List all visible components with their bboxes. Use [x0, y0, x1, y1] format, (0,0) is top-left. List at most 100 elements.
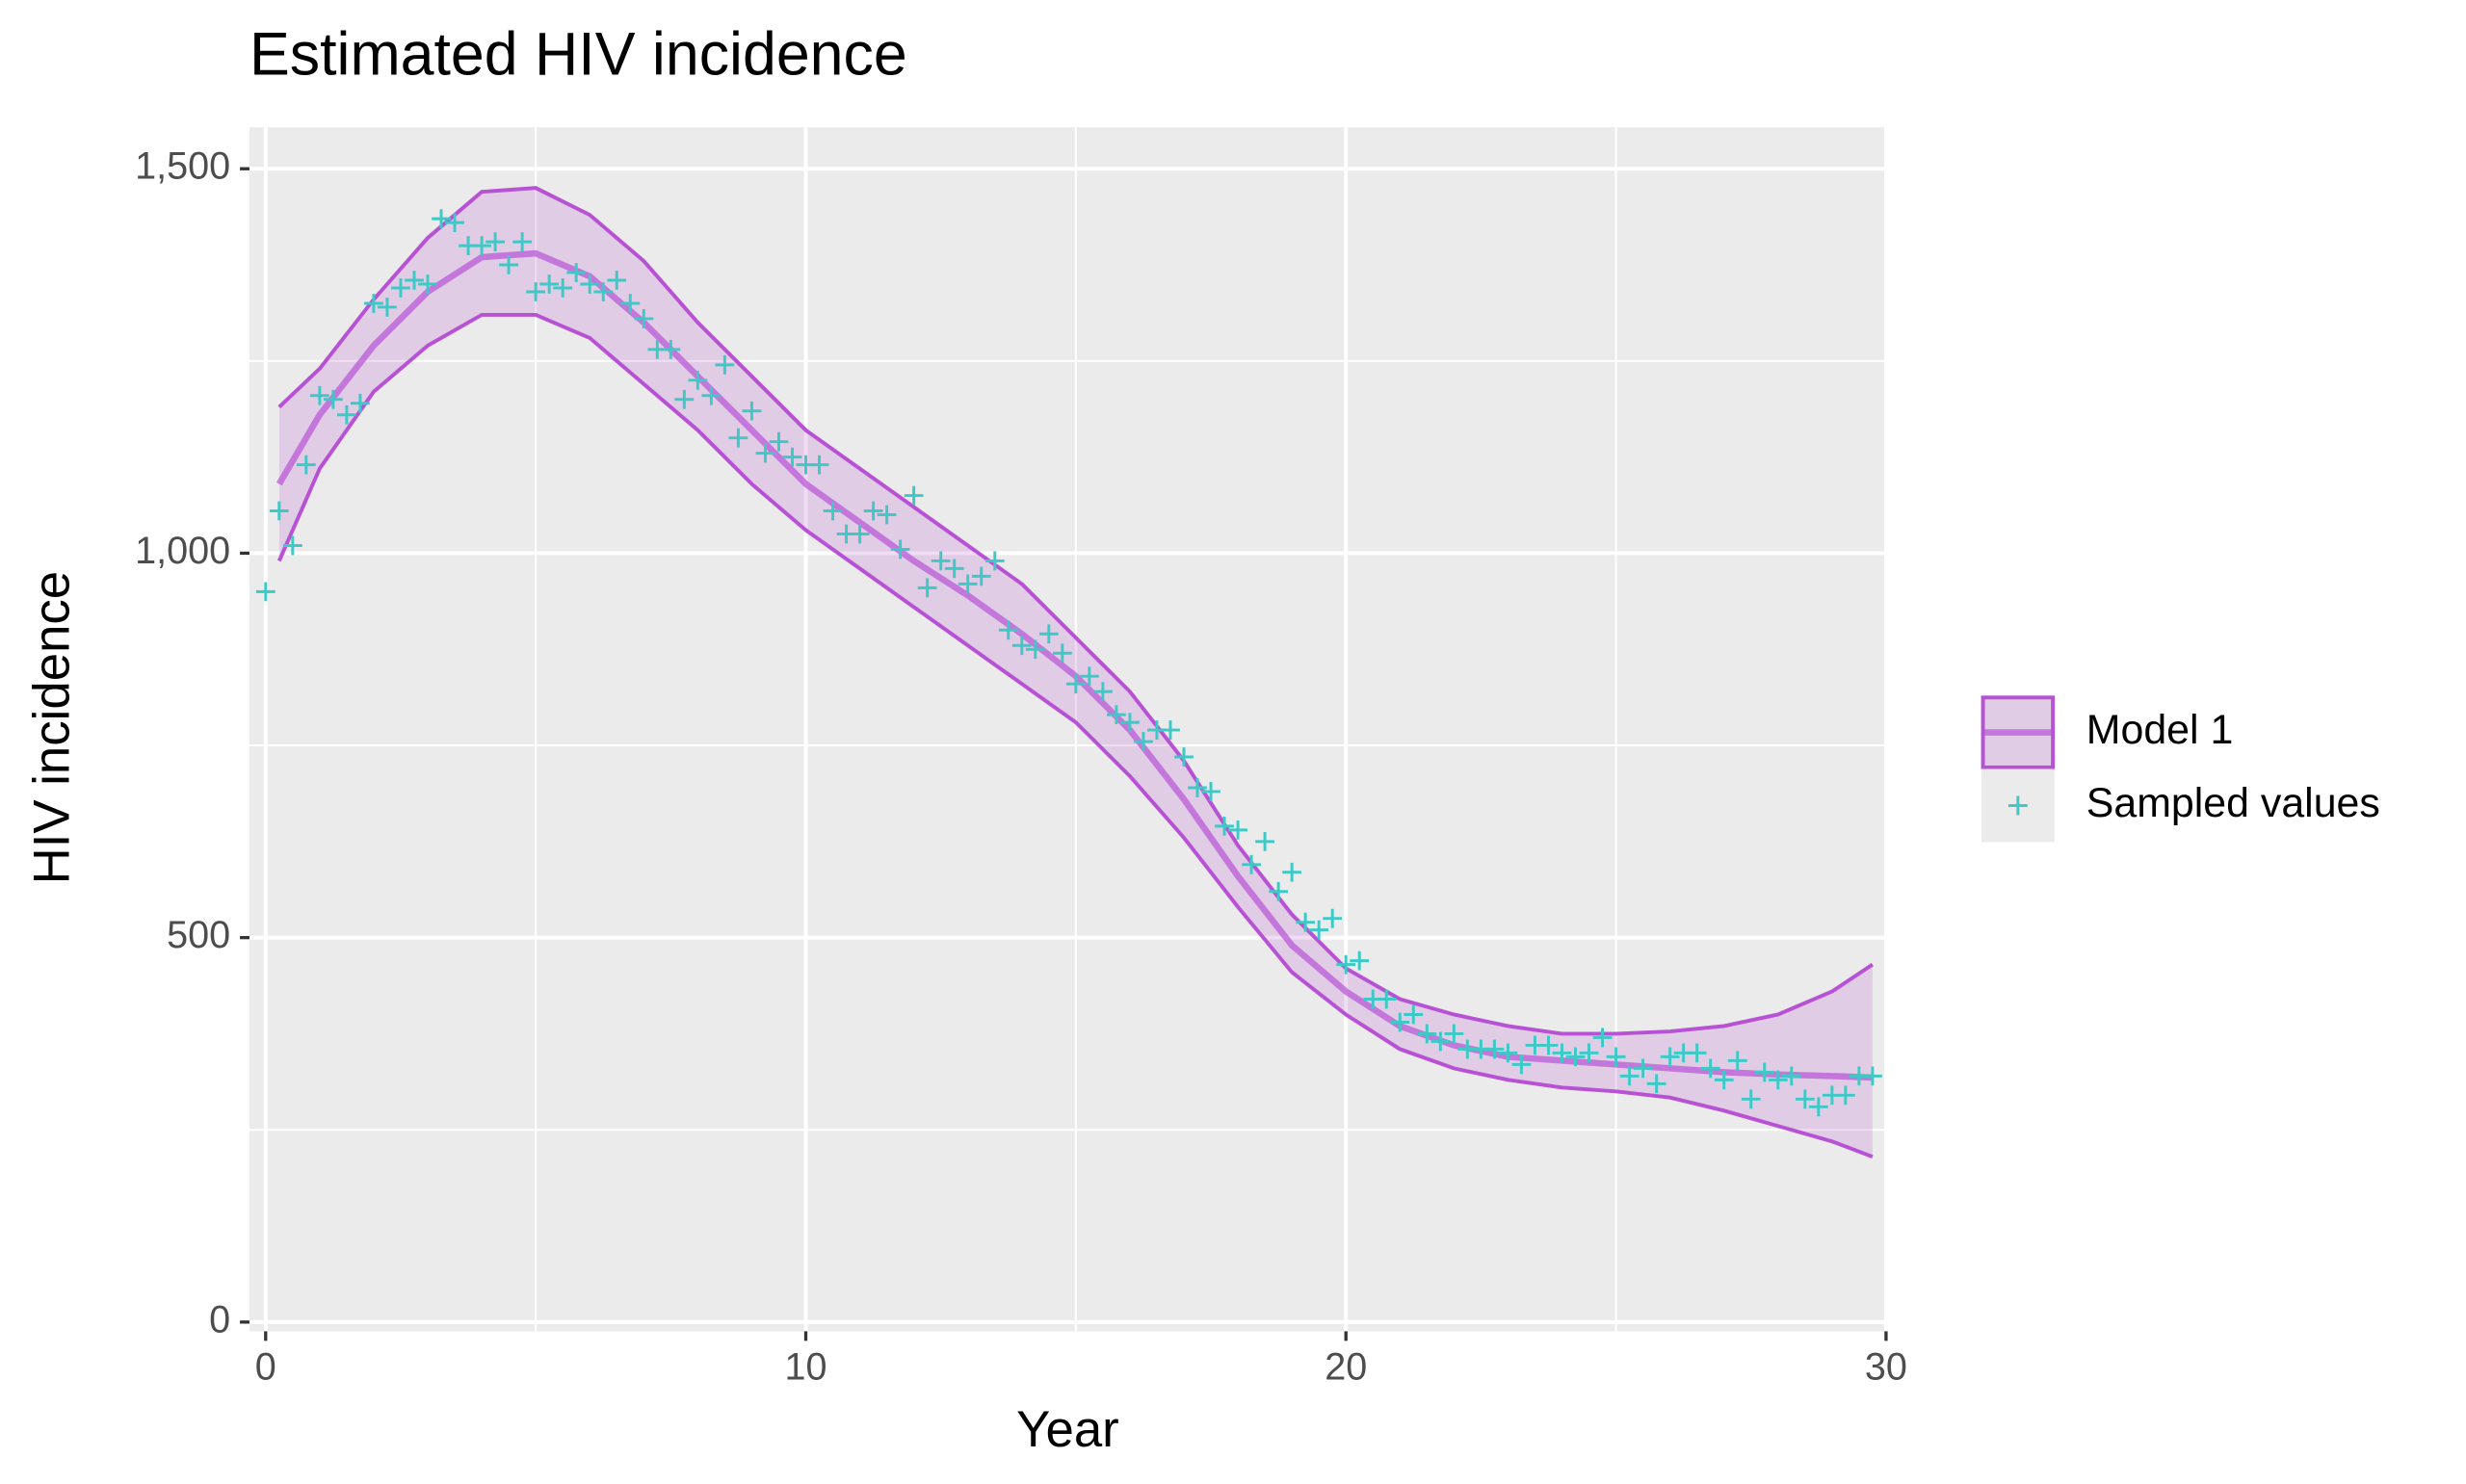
sample-point	[309, 385, 329, 405]
sample-point	[1552, 1043, 1572, 1063]
sample-point	[1309, 920, 1329, 940]
sample-point	[364, 294, 383, 313]
sample-point	[539, 274, 560, 294]
sample-point	[917, 578, 937, 598]
sample-point	[445, 213, 464, 233]
sample-point	[715, 354, 735, 375]
sample-point	[593, 282, 614, 301]
sample-point	[1633, 1058, 1653, 1079]
sample-point	[1700, 1058, 1720, 1079]
sample-point	[337, 404, 356, 425]
sample-point	[904, 485, 924, 506]
sample-point	[1404, 1004, 1424, 1025]
y-tick-label: 500	[167, 914, 230, 956]
sample-point	[1377, 989, 1397, 1009]
sample-point	[1863, 1066, 1882, 1086]
sample-point	[1215, 816, 1234, 836]
sample-point	[1188, 778, 1207, 797]
sample-point	[269, 501, 289, 521]
sample-point	[1038, 624, 1059, 644]
sample-point	[1255, 831, 1275, 851]
sample-point	[580, 274, 600, 294]
sample-point	[418, 274, 437, 294]
sample-point	[782, 447, 802, 467]
sample-point	[1120, 713, 1140, 732]
x-tick-label: 20	[1325, 1345, 1367, 1388]
sample-point	[620, 294, 641, 313]
sample-point	[1592, 1028, 1613, 1048]
sample-point	[1417, 1024, 1437, 1044]
sample-point	[1269, 881, 1289, 901]
sample-point	[1201, 782, 1220, 801]
sample-point	[282, 535, 302, 556]
sample-point	[1619, 1066, 1640, 1086]
sample-point	[472, 236, 491, 255]
sample-point	[1795, 1089, 1815, 1109]
sample-point	[971, 566, 991, 586]
x-tick-label: 10	[784, 1345, 826, 1388]
sample-point	[1242, 854, 1261, 874]
sample-point	[1606, 1047, 1626, 1067]
sample-point	[391, 278, 410, 298]
sample-point	[1538, 1035, 1559, 1055]
sample-point	[890, 539, 910, 560]
sample-point	[850, 524, 870, 544]
sample-point	[566, 263, 587, 282]
sample-point	[1565, 1047, 1586, 1067]
sample-point	[1768, 1070, 1788, 1090]
sample-point	[1781, 1066, 1801, 1086]
sample-point	[931, 551, 951, 571]
sample-point	[512, 232, 533, 251]
sample-point	[1444, 1024, 1464, 1044]
sample-point	[755, 443, 775, 463]
band-lower-line	[277, 312, 1874, 1159]
sample-point	[701, 385, 721, 405]
sample-point	[1646, 1074, 1666, 1094]
sample-point	[1808, 1097, 1828, 1117]
chart-title: Estimated HIV incidence	[249, 21, 907, 89]
sample-point	[499, 255, 519, 274]
sample-point	[405, 271, 424, 290]
sample-point	[1052, 643, 1072, 664]
sample-point	[351, 393, 370, 413]
sample-point	[255, 582, 275, 602]
sample-point	[607, 271, 627, 290]
sample-point	[553, 278, 573, 298]
sample-point	[1011, 636, 1032, 656]
legend-key-point	[2007, 795, 2028, 816]
sample-point	[1025, 639, 1045, 660]
sample-point	[944, 559, 964, 579]
sample-point	[1093, 682, 1113, 702]
sample-point	[1727, 1051, 1747, 1071]
sample-point	[769, 431, 789, 452]
sample-point	[1296, 912, 1316, 932]
sample-point	[526, 282, 546, 301]
sample-point	[1079, 666, 1099, 687]
sample-point	[1174, 747, 1194, 767]
sample-point	[1390, 1012, 1410, 1032]
legend-label: Sampled values	[2086, 780, 2380, 826]
sample-point	[1754, 1062, 1774, 1082]
sample-point	[1687, 1043, 1707, 1063]
sample-point	[1336, 954, 1356, 975]
sample-point	[1714, 1070, 1734, 1090]
sample-point	[1134, 732, 1153, 751]
y-tick-label: 1,000	[135, 530, 230, 572]
x-tick-label: 0	[255, 1345, 276, 1388]
sample-point	[1350, 950, 1370, 971]
sample-point	[432, 209, 451, 229]
sample-point	[674, 389, 695, 409]
sample-point	[634, 309, 654, 328]
sample-point	[1835, 1085, 1855, 1106]
sample-point	[378, 298, 397, 317]
sample-point	[1065, 674, 1086, 694]
sample-point	[863, 501, 883, 521]
sample-point	[661, 339, 681, 359]
sample-point	[809, 455, 829, 475]
y-axis-label: HIV incidence	[24, 571, 81, 885]
band-upper-line	[277, 186, 1875, 1036]
sample-point	[688, 370, 708, 390]
y-tick-label: 1,500	[135, 145, 230, 188]
